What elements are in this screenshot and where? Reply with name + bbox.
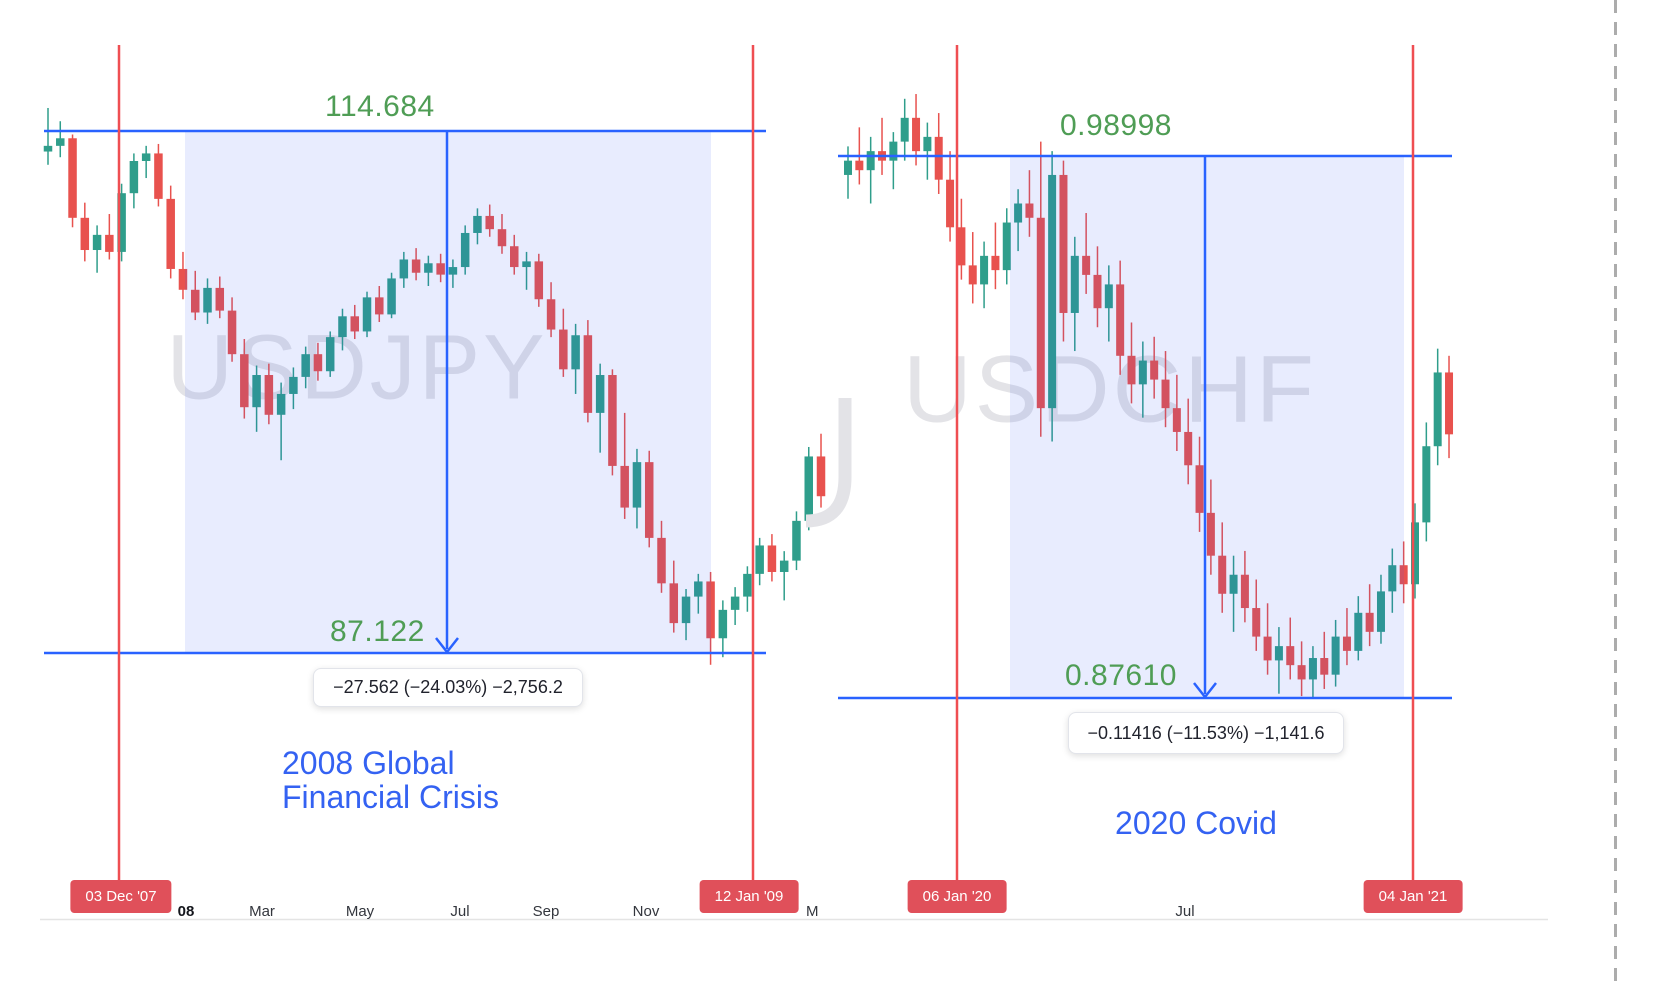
left-axis-year-08[interactable]: 08 [177, 903, 195, 920]
right-range-high-label: 0.98998 [1060, 109, 1172, 142]
right-end-date-badge[interactable]: 04 Jan '21 [1363, 880, 1463, 913]
right-event-title[interactable]: 2020 Covid [1115, 805, 1277, 841]
left-axis-month-may[interactable]: May [345, 903, 375, 920]
right-axis-month-jul[interactable]: Jul [1175, 903, 1195, 920]
usdchf-watermark: USDCHF [903, 336, 1317, 445]
right-start-date-badge[interactable]: 06 Jan '20 [907, 880, 1007, 913]
left-axis-month-sep[interactable]: Sep [532, 903, 560, 920]
left-event-title[interactable]: 2008 Global Financial Crisis [282, 746, 499, 814]
partial-watermark-glyph [805, 398, 852, 528]
usdjpy-candles[interactable] [43, 107, 826, 665]
left-event-title-line1: 2008 Global [282, 745, 455, 781]
left-axis-month-nov[interactable]: Nov [632, 903, 660, 920]
left-axis-month-mar[interactable]: Mar [249, 903, 275, 920]
right-price-range-shade[interactable] [1010, 156, 1404, 698]
usdchf-candles[interactable] [844, 94, 1454, 699]
left-range-high-label: 114.684 [325, 90, 435, 123]
right-range-low-label: 0.87610 [1065, 659, 1177, 692]
left-event-title-line2: Financial Crisis [282, 779, 499, 815]
left-axis-partial-month: M [806, 903, 819, 920]
left-axis-month-jul[interactable]: Jul [450, 903, 470, 920]
right-range-change-tooltip[interactable]: −0.11416 (−11.53%) −1,141.6 [1068, 712, 1344, 754]
left-range-arrowhead [435, 637, 459, 655]
right-range-arrowhead [1193, 682, 1217, 700]
left-end-date-badge[interactable]: 12 Jan '09 [699, 880, 799, 913]
left-range-change-tooltip[interactable]: −27.562 (−24.03%) −2,756.2 [313, 668, 583, 707]
left-range-low-label: 87.122 [330, 615, 425, 648]
left-start-date-badge[interactable]: 03 Dec '07 [70, 880, 172, 913]
